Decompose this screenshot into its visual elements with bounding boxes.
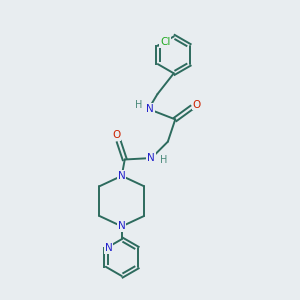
Text: N: N <box>146 104 154 114</box>
Text: N: N <box>147 153 155 163</box>
Text: H: H <box>160 155 168 165</box>
Text: N: N <box>105 243 113 254</box>
Text: O: O <box>193 100 201 110</box>
Text: Cl: Cl <box>160 37 170 47</box>
Text: N: N <box>118 221 126 231</box>
Text: N: N <box>118 171 126 181</box>
Text: O: O <box>112 130 121 140</box>
Text: H: H <box>135 100 143 110</box>
